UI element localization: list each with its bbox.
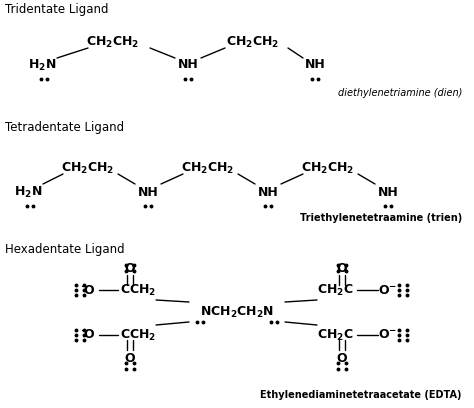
Text: $\mathregular{{}^{-}\!\!O}$: $\mathregular{{}^{-}\!\!O}$ <box>80 284 96 297</box>
Text: O: O <box>125 352 135 364</box>
Text: $\mathregular{O^{-}}$: $\mathregular{O^{-}}$ <box>378 284 398 297</box>
Text: $\mathregular{CH_2CH_2}$: $\mathregular{CH_2CH_2}$ <box>182 160 235 175</box>
Text: $\mathregular{CH_2CH_2}$: $\mathregular{CH_2CH_2}$ <box>86 34 140 49</box>
Text: $\mathregular{CH_2C}$: $\mathregular{CH_2C}$ <box>317 282 353 297</box>
Text: Hexadentate Ligand: Hexadentate Ligand <box>5 244 125 257</box>
Text: $\mathregular{CH_2CH_2}$: $\mathregular{CH_2CH_2}$ <box>301 160 355 175</box>
Text: O: O <box>337 262 347 275</box>
Text: NH: NH <box>258 186 278 199</box>
Text: $\mathregular{O^{-}}$: $\mathregular{O^{-}}$ <box>378 328 398 341</box>
Text: O: O <box>337 352 347 364</box>
Text: $\mathregular{CCH_2}$: $\mathregular{CCH_2}$ <box>120 328 156 343</box>
Text: Tridentate Ligand: Tridentate Ligand <box>5 4 109 16</box>
Text: $\mathregular{{}^{-}\!\!O}$: $\mathregular{{}^{-}\!\!O}$ <box>80 328 96 341</box>
Text: NH: NH <box>305 58 325 71</box>
Text: diethylenetriamine (dien): diethylenetriamine (dien) <box>337 88 462 98</box>
Text: $\mathregular{CH_2C}$: $\mathregular{CH_2C}$ <box>317 328 353 343</box>
Text: $\mathregular{NCH_2CH_2N}$: $\mathregular{NCH_2CH_2N}$ <box>200 304 274 319</box>
Text: O: O <box>125 262 135 275</box>
Text: Triethylenetetraamine (trien): Triethylenetetraamine (trien) <box>300 213 462 223</box>
Text: $\mathregular{CCH_2}$: $\mathregular{CCH_2}$ <box>120 282 156 297</box>
Text: Ethylenediaminetetraacetate (EDTA): Ethylenediaminetetraacetate (EDTA) <box>261 390 462 400</box>
Text: $\mathregular{CH_2CH_2}$: $\mathregular{CH_2CH_2}$ <box>227 34 280 49</box>
Text: NH: NH <box>378 186 398 199</box>
Text: $\mathregular{H_2N}$: $\mathregular{H_2N}$ <box>14 184 42 200</box>
Text: $\mathregular{H_2N}$: $\mathregular{H_2N}$ <box>28 58 56 73</box>
Text: $\mathregular{CH_2CH_2}$: $\mathregular{CH_2CH_2}$ <box>61 160 115 175</box>
Text: Tetradentate Ligand: Tetradentate Ligand <box>5 122 124 135</box>
Text: NH: NH <box>178 58 199 71</box>
Text: NH: NH <box>137 186 158 199</box>
